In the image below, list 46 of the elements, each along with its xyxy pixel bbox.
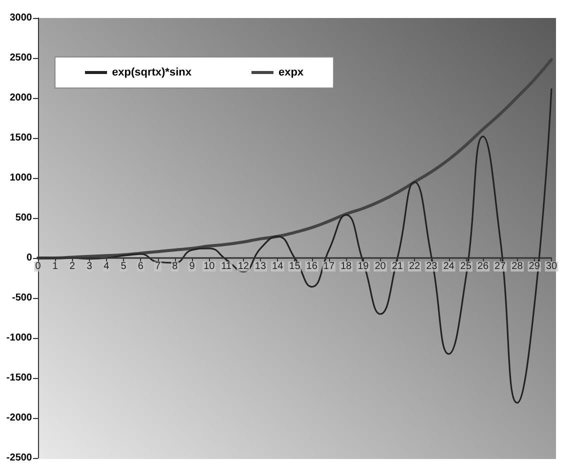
x-tick-label: 5 [120,261,127,272]
x-tick-label: 17 [323,261,335,272]
x-tick-label: 26 [477,261,489,272]
y-tick-label: -500 [12,292,32,304]
y-tick-label: 500 [15,212,32,224]
x-tick-label: 4 [104,261,110,272]
y-tick-label: -2000 [6,412,32,424]
x-tick-label: 22 [408,261,421,272]
x-tick-label: 9 [189,261,196,272]
x-tick-label: 25 [460,261,472,272]
x-tick-label: 1 [52,261,58,272]
x-tick-label: 21 [392,261,404,272]
x-tick-label: 7 [155,261,162,272]
x-tick-label: 13 [254,261,266,272]
y-tick-label: -1500 [6,372,32,384]
legend-label: exp(sqrtx)*sinx [112,66,192,78]
x-tick-label: 24 [443,261,455,272]
x-tick-label: 20 [374,261,386,272]
x-tick-label: 2 [69,261,76,272]
y-tick-label: 2000 [10,92,32,104]
y-tick-label: 1000 [10,172,32,184]
y-tick-label: 0 [26,252,32,264]
x-tick-label: 19 [358,261,370,272]
line-series [36,58,553,260]
x-tick-label: 23 [426,261,438,272]
y-tick-label: -1000 [6,332,32,344]
x-tick-label: 28 [512,261,524,272]
x-tick-label: 6 [138,261,144,272]
x-tick-label: 8 [172,261,178,272]
x-tick-label: 15 [289,261,301,272]
y-tick-label: 1500 [10,132,32,144]
x-tick-label: 16 [306,261,318,272]
x-tick-label: 3 [86,261,93,272]
x-tick-label: 30 [546,261,558,272]
x-tick-label: 12 [238,261,250,272]
legend-label: expx [278,66,304,78]
x-tick-label: 27 [494,261,506,272]
x-tick-label: 10 [204,261,216,272]
x-tick-label: 0 [35,261,42,272]
x-tick-label: 29 [528,261,540,272]
y-tick-label: 3000 [10,12,32,24]
y-tick-label: -2500 [6,452,32,463]
y-tick-label: 2500 [10,52,32,64]
x-tick-label: 11 [221,261,232,272]
x-tick-label: 14 [272,261,284,272]
x-tick-label: 18 [340,261,352,272]
